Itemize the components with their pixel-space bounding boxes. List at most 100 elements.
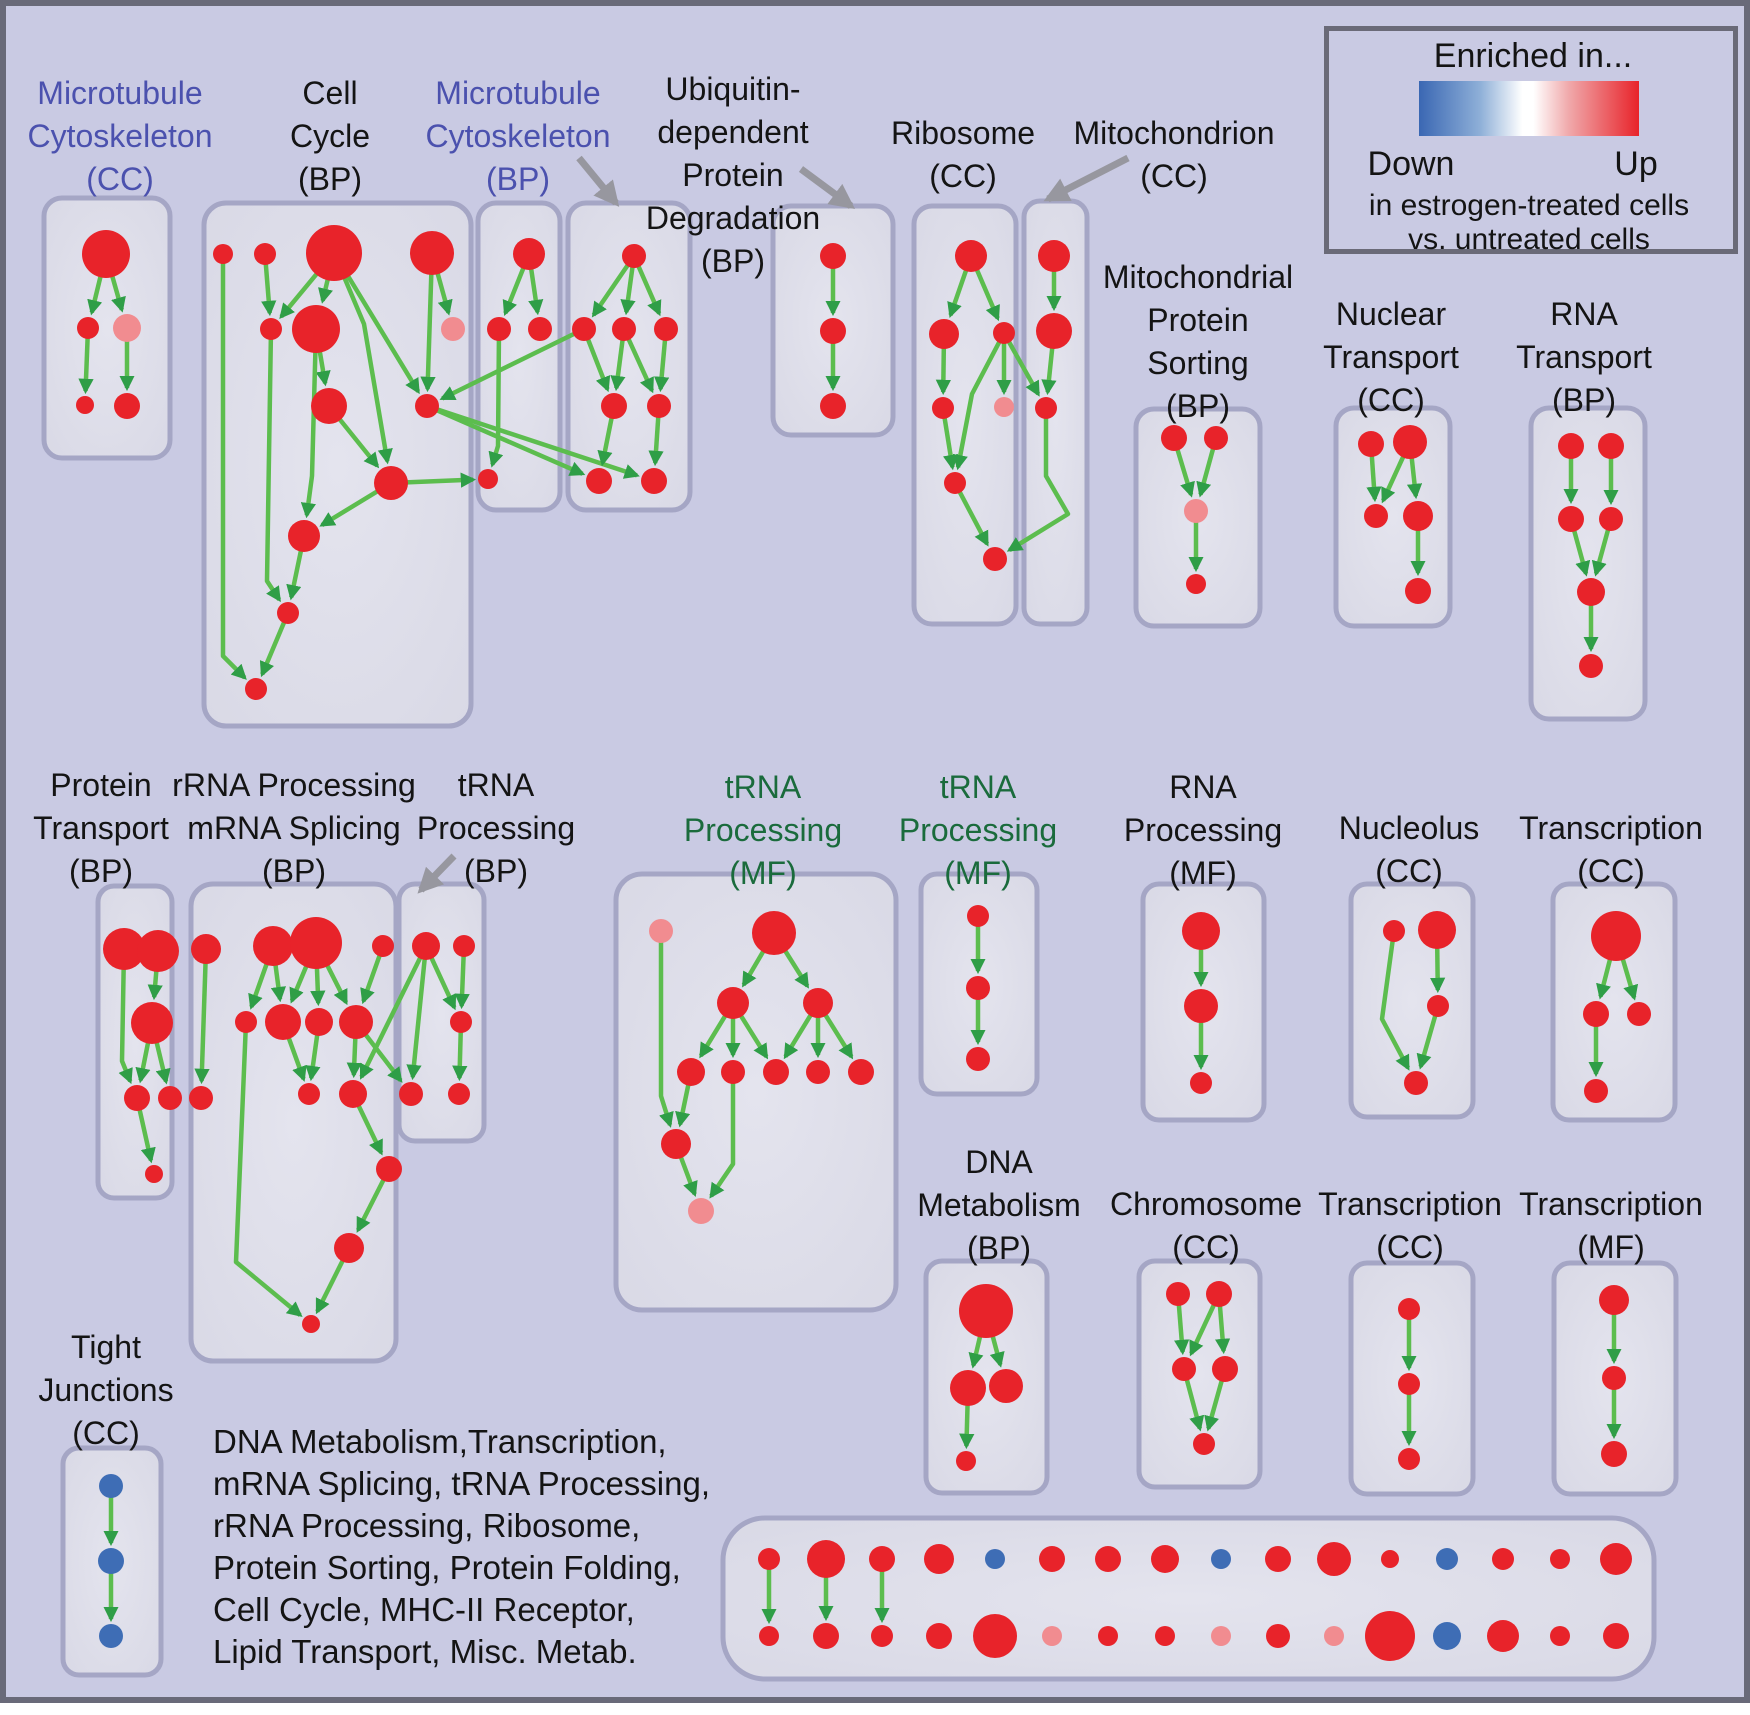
node-n2 xyxy=(254,243,276,265)
node-m3 xyxy=(528,317,552,341)
node-v2 xyxy=(820,318,846,344)
node-R7 xyxy=(305,1008,333,1036)
edge-n5-n13 xyxy=(264,328,282,603)
node-q3 xyxy=(1190,1072,1212,1094)
node-p4 xyxy=(124,1085,150,1111)
label-dna-metabolism: DNA Metabolism (BP) xyxy=(917,1144,1081,1266)
node-tj2 xyxy=(98,1548,124,1574)
node-p6 xyxy=(145,1165,163,1183)
node-bt3 xyxy=(869,1546,895,1572)
node-R1 xyxy=(191,934,221,964)
node-rt5 xyxy=(1577,578,1605,606)
label-microtubule-bp: Microtubule Cytoskeleton (BP) xyxy=(425,75,611,197)
node-c2 xyxy=(1206,1281,1232,1307)
node-n10 xyxy=(374,466,408,500)
label-transcription-mf: Transcription (MF) xyxy=(1519,1186,1703,1265)
node-N2 xyxy=(1418,911,1456,949)
node-g4 xyxy=(803,988,833,1018)
node-f3 xyxy=(1601,1441,1627,1467)
node-nt2 xyxy=(1393,425,1427,459)
edge-b6-b7 xyxy=(953,481,990,547)
node-n8 xyxy=(311,388,347,424)
node-t1 xyxy=(412,932,440,960)
node-nt4 xyxy=(1403,501,1433,531)
chromosome-box xyxy=(1136,1258,1263,1490)
node-R3 xyxy=(290,917,342,969)
node-N1 xyxy=(1383,920,1405,942)
node-c4 xyxy=(1212,1356,1238,1382)
node-g2 xyxy=(752,911,796,955)
node-d3 xyxy=(989,1369,1023,1403)
node-m2 xyxy=(487,317,511,341)
node-rt3 xyxy=(1558,506,1584,532)
node-N4 xyxy=(1404,1071,1428,1095)
node-rt6 xyxy=(1579,654,1603,678)
trna-bp-arrow xyxy=(417,853,457,894)
node-g1 xyxy=(649,919,673,943)
node-p5 xyxy=(158,1086,182,1110)
edge-mt3-b7 xyxy=(1006,408,1071,552)
node-bt1 xyxy=(758,1548,780,1570)
network-svg xyxy=(41,154,1679,1682)
node-n14 xyxy=(245,678,267,700)
node-pk xyxy=(441,317,465,341)
node-ms1 xyxy=(1161,425,1187,451)
node-bt5 xyxy=(985,1549,1005,1569)
node-u3 xyxy=(612,317,636,341)
node-q1 xyxy=(1182,912,1220,950)
ubiquitin-arrow-left xyxy=(576,155,620,207)
node-bb11 xyxy=(1324,1626,1344,1646)
node-p1 xyxy=(103,928,145,970)
edge-g6-g11 xyxy=(709,1072,736,1199)
node-bb6 xyxy=(1042,1626,1062,1646)
node-s1 xyxy=(967,905,989,927)
node-N3 xyxy=(1427,995,1449,1017)
node-bt12 xyxy=(1381,1550,1399,1568)
node-a3 xyxy=(113,314,141,342)
node-bb9 xyxy=(1211,1626,1231,1646)
node-p3 xyxy=(131,1002,173,1044)
label-trna-bp: tRNA Processing (BP) xyxy=(416,767,576,889)
node-u1 xyxy=(622,244,646,268)
mitochondrion-arrow xyxy=(1043,154,1130,203)
node-m4 xyxy=(478,469,498,489)
node-R5 xyxy=(235,1011,257,1033)
transcription-cc-1-box xyxy=(1550,881,1678,1123)
node-bb4 xyxy=(926,1623,952,1649)
node-R10 xyxy=(339,1080,367,1108)
node-u7 xyxy=(586,468,612,494)
node-R14 xyxy=(189,1086,213,1110)
node-u6 xyxy=(647,394,671,418)
node-R2 xyxy=(253,926,293,966)
node-a4 xyxy=(76,396,94,414)
node-bt9 xyxy=(1211,1549,1231,1569)
node-bb8 xyxy=(1155,1626,1175,1646)
node-q2 xyxy=(1184,989,1218,1023)
node-rt4 xyxy=(1599,507,1623,531)
node-p2 xyxy=(137,930,179,972)
node-s3 xyxy=(966,1047,990,1071)
node-n5 xyxy=(260,318,282,340)
node-bt10 xyxy=(1265,1546,1291,1572)
edge-t1-R10 xyxy=(359,945,429,1080)
label-trna-mf-2: tRNA Processing (MF) xyxy=(898,769,1058,891)
node-f1 xyxy=(1599,1285,1629,1315)
node-bt7 xyxy=(1095,1546,1121,1572)
node-v1 xyxy=(820,243,846,269)
node-R11 xyxy=(376,1156,402,1182)
node-bb3 xyxy=(871,1625,893,1647)
edge-p1-p4 xyxy=(118,948,133,1085)
node-bb15 xyxy=(1550,1626,1570,1646)
misc-cluster-text: DNA Metabolism,Transcription, mRNA Splic… xyxy=(213,1423,711,1670)
label-nuclear-transport: Nuclear Transport (CC) xyxy=(1323,296,1459,418)
node-t3 xyxy=(450,1011,472,1033)
label-nucleolus: Nucleolus (CC) xyxy=(1338,810,1480,889)
node-nt3 xyxy=(1364,504,1388,528)
node-a2 xyxy=(77,317,99,339)
node-b4 xyxy=(932,397,954,419)
node-c1 xyxy=(1166,1282,1190,1306)
edge-n9-u7 xyxy=(426,403,586,476)
node-b1 xyxy=(955,240,987,272)
